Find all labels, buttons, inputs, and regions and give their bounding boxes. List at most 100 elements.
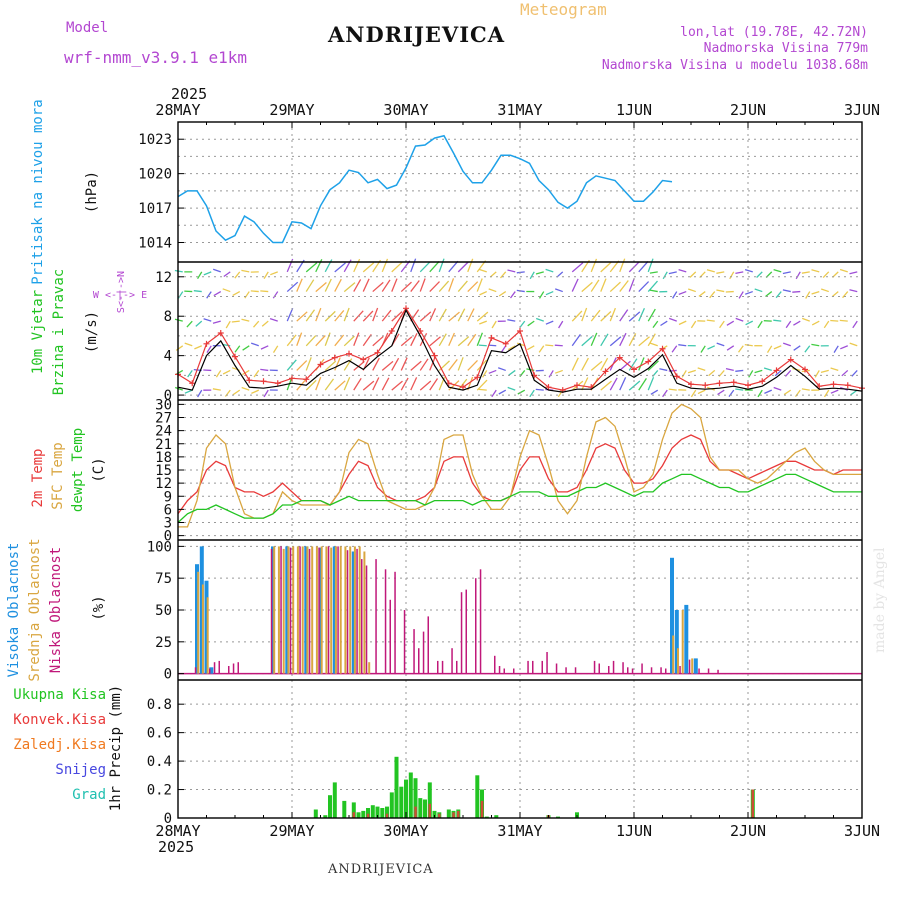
- wind-tick-label: 8: [164, 309, 172, 325]
- conv-precip-bar: [457, 810, 460, 818]
- low-cloud-bar: [289, 547, 292, 674]
- wind-vector: [545, 268, 554, 273]
- wind-vector: [174, 386, 183, 391]
- wind-vector: [571, 357, 579, 371]
- mid-cloud-bar: [277, 546, 280, 674]
- wind-vector: [241, 269, 250, 273]
- low-cloud-bar: [627, 667, 629, 674]
- wind-axis-title-1: 10m Vjetar: [30, 290, 46, 374]
- wind-tick-label: 12: [155, 270, 172, 286]
- total-precip-bar: [475, 775, 480, 818]
- wind-gust-marker: [773, 367, 780, 374]
- lonlat-label: lon,lat (19.78E, 42.72N): [680, 25, 868, 40]
- wind-vector: [709, 291, 716, 299]
- wind-vector: [745, 320, 754, 326]
- wind-vector: [343, 307, 350, 322]
- total-precip-bar: [413, 778, 418, 818]
- cloud-tick-label: 75: [155, 571, 172, 587]
- conv-precip-bar: [385, 813, 389, 818]
- low-cloud-bar: [213, 662, 216, 674]
- wind-vector: [194, 345, 203, 350]
- wind-vector: [270, 271, 278, 276]
- wind-gust-marker: [574, 382, 580, 389]
- wind-vector: [261, 320, 269, 327]
- wind-vector: [372, 281, 384, 293]
- wind-vector: [507, 345, 516, 351]
- wind-vector: [391, 357, 400, 371]
- wind-gust-marker: [246, 377, 253, 384]
- wind-vector: [647, 360, 659, 371]
- wind-vector: [410, 280, 420, 292]
- wind-vector: [535, 271, 544, 275]
- wind-vector: [738, 291, 744, 299]
- compass-we-label: W <-|-> E: [93, 290, 147, 301]
- wind-vector: [609, 281, 621, 293]
- total-precip-bar: [370, 805, 375, 818]
- wind-vector: [334, 334, 345, 347]
- model-label: Model: [66, 20, 109, 36]
- wind-vector: [716, 271, 725, 274]
- wind-vector: [794, 389, 801, 397]
- wind-vector: [697, 367, 706, 372]
- wind-vector: [448, 332, 455, 347]
- wind-vector: [419, 333, 428, 347]
- mid-cloud-bar: [368, 662, 371, 674]
- low-cloud-bar: [403, 610, 406, 674]
- low-cloud-bar: [237, 662, 239, 674]
- footer-station: ANDRIJEVICA: [328, 862, 434, 877]
- wind-vector: [231, 320, 240, 323]
- wind-gust-marker: [331, 354, 338, 361]
- low-cloud-bar: [479, 569, 482, 674]
- pressure-tick-label: 1017: [138, 201, 172, 217]
- total-precip-bar: [404, 779, 408, 818]
- wind-vector: [581, 336, 593, 347]
- wind-vector: [801, 388, 810, 391]
- wind-vector: [353, 360, 365, 371]
- wind-vector: [805, 291, 811, 299]
- wind-vector: [725, 367, 734, 372]
- wind-vector: [419, 358, 429, 371]
- wind-vector: [212, 320, 221, 324]
- wind-vector: [241, 386, 250, 391]
- wind-gust-marker: [631, 366, 637, 373]
- wind-vector: [609, 336, 622, 347]
- wind-gust-marker: [217, 329, 224, 336]
- high-cloud-bar: [674, 610, 679, 674]
- wind-vector: [467, 281, 479, 293]
- temp-unit-label: (C): [91, 457, 107, 482]
- wind-vector: [476, 379, 488, 391]
- low-cloud-bar: [337, 546, 339, 674]
- precip-tick-label: 0: [164, 811, 172, 827]
- wind-vector: [197, 271, 203, 280]
- temp-tick-label: 12: [155, 476, 172, 492]
- low-cloud-bar: [270, 548, 273, 674]
- wind-vector: [638, 260, 649, 273]
- wind-vector: [500, 345, 507, 353]
- low-cloud-bar: [612, 660, 615, 674]
- wind-gust-marker: [616, 354, 623, 361]
- wind-vector: [438, 308, 447, 322]
- wind-vector: [260, 290, 269, 293]
- conv-precip-bar: [751, 789, 754, 818]
- low-cloud-bar: [228, 666, 230, 674]
- wind-vector: [764, 389, 773, 394]
- wind-vector: [839, 268, 848, 273]
- wind-vector: [804, 345, 811, 353]
- mid-cloud-bar: [292, 546, 295, 674]
- wind-vector: [785, 320, 792, 329]
- wind-vector: [744, 268, 753, 273]
- sfc-temp-line: [178, 403, 862, 528]
- time-tick-label-bottom: 2JUN: [730, 822, 766, 840]
- total-precip-bar: [389, 792, 394, 818]
- low-cloud-bar: [598, 663, 600, 674]
- total-precip-bar: [394, 756, 399, 818]
- cloud-tick-label: 100: [147, 539, 172, 555]
- total-precip-bar: [356, 812, 361, 818]
- wind-vector: [438, 258, 445, 273]
- total-precip-bar: [328, 795, 332, 818]
- wind-vector: [581, 307, 588, 322]
- wind-vector: [545, 320, 554, 325]
- wind-vector: [263, 389, 269, 398]
- high-cloud-bar: [209, 667, 214, 674]
- total-precip-bar: [361, 810, 366, 818]
